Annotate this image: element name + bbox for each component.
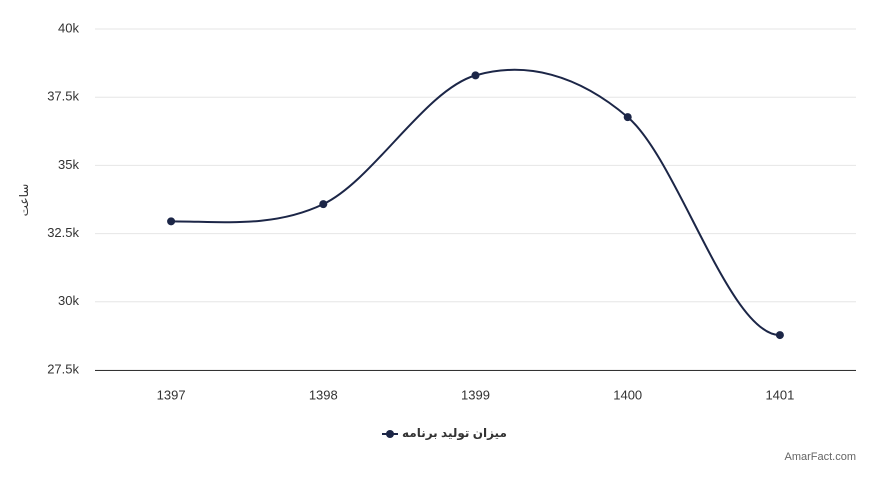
credit[interactable]: AmarFact.com [784, 451, 856, 463]
x-tick-label: 1401 [765, 387, 794, 402]
y-tick-label: 27.5k [47, 361, 79, 376]
data-point [167, 217, 176, 226]
y-tick-label: 30k [58, 293, 79, 308]
legend-label[interactable]: میزان تولید برنامه [402, 426, 507, 441]
x-tick-label: 1400 [613, 387, 642, 402]
x-tick-label: 1398 [309, 387, 338, 402]
x-tick-label: 1399 [461, 387, 490, 402]
y-axis-title: ساعت [17, 184, 31, 217]
series-line [171, 68, 780, 337]
y-tick-label: 35k [58, 157, 79, 172]
x-tick-label: 1397 [157, 387, 186, 402]
y-tick-label: 37.5k [47, 89, 79, 104]
data-point [775, 331, 784, 340]
y-tick-label: 32.5k [47, 225, 79, 240]
data-point [623, 113, 632, 122]
y-tick-label: 40k [58, 20, 79, 35]
legend-symbol [386, 430, 394, 438]
data-point [471, 71, 480, 80]
data-point [319, 200, 328, 209]
